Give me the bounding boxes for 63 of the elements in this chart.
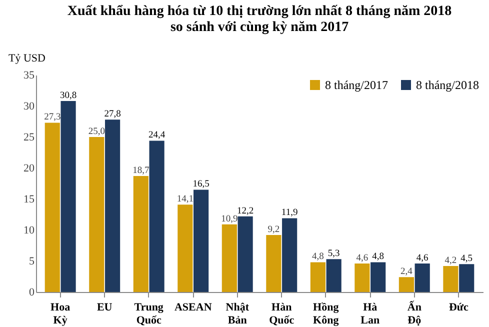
x-tick-label: Hồng Kông	[313, 302, 340, 326]
y-axis-title: Tỷ USD	[8, 52, 46, 64]
bar	[370, 262, 386, 292]
bar	[266, 234, 282, 292]
legend-label: 8 tháng/2017	[325, 78, 388, 92]
bar	[60, 101, 76, 292]
x-tick-label: Trung Quốc	[134, 302, 164, 326]
chart-subtitle: so sánh với cùng kỳ năm 2017	[170, 20, 349, 35]
x-tick-label: Hà Lan	[360, 302, 380, 326]
y-tick-label: 0	[29, 286, 35, 298]
bar	[44, 122, 60, 292]
bar	[222, 224, 237, 292]
y-tick-label: 30	[24, 100, 35, 112]
data-label: 4,8	[372, 252, 384, 262]
bar	[149, 140, 164, 292]
data-label: 24,4	[148, 130, 166, 141]
y-tick-label: 10	[24, 224, 35, 236]
data-label: 9,2	[268, 224, 280, 235]
y-tick-label: 20	[24, 162, 35, 174]
data-label: 4,6	[356, 253, 368, 264]
x-tick-label: ASEAN	[174, 302, 212, 314]
data-label: 14,1	[176, 194, 194, 205]
bar	[459, 264, 474, 292]
bar	[194, 190, 209, 292]
bar	[326, 259, 342, 292]
data-label: 10,9	[221, 214, 238, 224]
bar	[414, 263, 430, 292]
bar	[443, 266, 458, 292]
bar	[282, 218, 298, 292]
y-tick-label: 15	[24, 194, 35, 206]
y-tick-label: 25	[24, 132, 35, 144]
bar	[178, 204, 193, 292]
chart-title: Xuất khẩu hàng hóa từ 10 thị trường lớn nhất 8 tháng năm 2018	[67, 4, 452, 19]
data-label: 4,5	[460, 254, 473, 264]
data-label: 2,4	[400, 267, 413, 278]
bar	[354, 263, 370, 292]
x-tick-label: Hàn Quốc	[269, 302, 294, 326]
data-label: 5,3	[328, 249, 340, 260]
bar	[310, 262, 326, 292]
x-tick-label: Nhật Bản	[226, 302, 250, 326]
y-tick-label: 5	[29, 256, 35, 268]
data-label: 4,6	[416, 253, 429, 264]
data-label: 30,8	[60, 91, 77, 102]
x-tick-label: Đức	[448, 302, 468, 314]
y-tick-label: 35	[24, 70, 35, 82]
x-tick-label: Ấn Độ	[407, 300, 422, 326]
data-label: 27,8	[104, 110, 122, 120]
x-tick-label: Hoa Kỳ	[50, 302, 71, 326]
data-label: 16,5	[192, 180, 210, 190]
data-label: 25,0	[88, 127, 106, 137]
bar	[133, 176, 148, 292]
bar	[238, 216, 253, 292]
data-label: 11,9	[281, 208, 298, 218]
x-tick-label: EU	[96, 302, 112, 314]
legend-label: 8 tháng/2018	[416, 78, 479, 92]
data-label: 18,7	[132, 166, 150, 176]
data-label: 12,2	[237, 206, 254, 216]
bar	[104, 120, 120, 292]
data-label: 4,2	[444, 256, 457, 266]
data-label: 27,3	[44, 112, 61, 123]
data-label: 4,8	[312, 252, 324, 262]
bar	[398, 277, 414, 292]
bar	[89, 137, 104, 292]
